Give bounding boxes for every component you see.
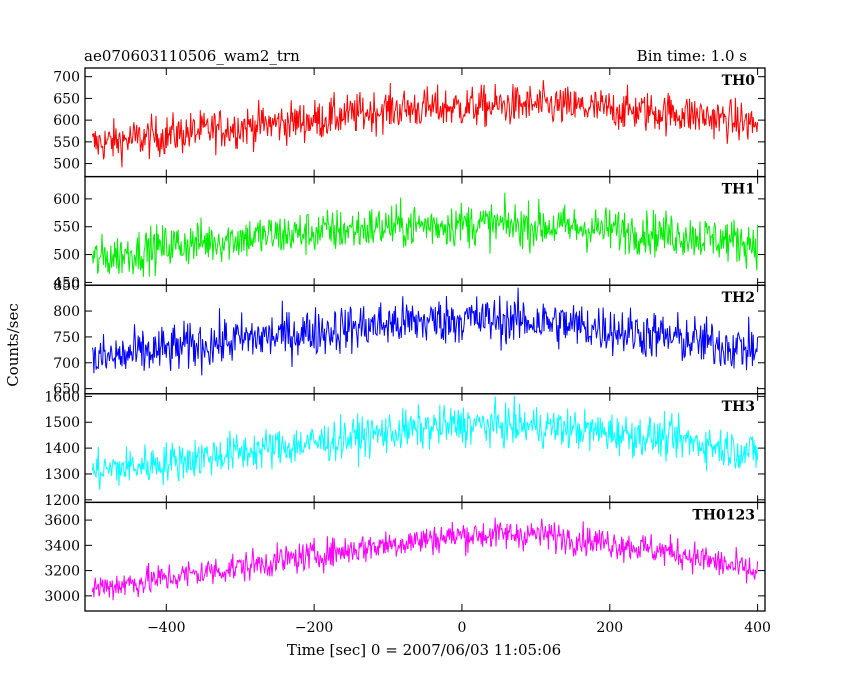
x-tick-label: 0 [457, 620, 466, 636]
x-tick-label: 200 [596, 620, 623, 636]
legend-label-th0123: TH0123 [692, 507, 755, 523]
series-line-th1 [91, 192, 759, 277]
legend-label-th2: TH2 [722, 290, 755, 306]
y-tick-label: 650 [53, 382, 80, 398]
chart-title: ae070603110506_wam2_trn [84, 47, 300, 65]
y-tick-label: 600 [53, 192, 80, 208]
series-line-th3 [91, 395, 759, 490]
y-tick-label: 1400 [44, 441, 80, 457]
y-tick-label: 700 [53, 70, 80, 86]
y-tick-label: 3000 [44, 589, 80, 605]
y-tick-label: 1200 [44, 493, 80, 509]
y-tick-label: 500 [53, 157, 80, 173]
y-tick-label: 3600 [44, 513, 80, 529]
y-tick-label: 1600 [44, 389, 80, 405]
y-tick-label: 1500 [44, 415, 80, 431]
y-tick-label: 3400 [44, 538, 80, 554]
legend-label-th3: TH3 [722, 399, 755, 415]
y-tick-label: 450 [53, 275, 80, 291]
y-axis-label: Counts/sec [4, 303, 22, 387]
legend-label-th1: TH1 [722, 182, 755, 198]
y-tick-label: 850 [53, 278, 80, 294]
y-tick-label: 800 [53, 304, 80, 320]
y-tick-label: 700 [53, 356, 80, 372]
y-tick-label: 600 [53, 113, 80, 129]
x-tick-label: −400 [147, 620, 185, 636]
bin-time-label: Bin time: 1.0 s [637, 47, 747, 65]
y-tick-label: 500 [53, 248, 80, 264]
x-tick-label: −200 [295, 620, 333, 636]
y-tick-label: 550 [53, 220, 80, 236]
x-axis-label: Time [sec] 0 = 2007/06/03 11:05:06 [287, 641, 561, 659]
y-tick-label: 550 [53, 135, 80, 151]
y-tick-label: 650 [53, 91, 80, 107]
chart-panels: 500 550 600 650 700 TH0 450 500 550 600 TH1 650 700 7… [44, 67, 771, 636]
panel-frame [84, 393, 766, 504]
y-tick-label: 750 [53, 330, 80, 346]
panel-frame [84, 501, 766, 612]
series-line-th0 [91, 80, 759, 168]
y-tick-label: 1300 [44, 467, 80, 483]
x-tick-label: 400 [744, 620, 771, 636]
legend-label-th0: TH0 [722, 73, 756, 89]
series-line-th0123 [91, 517, 759, 601]
panel-frame [84, 67, 766, 178]
series-line-th2 [91, 287, 759, 376]
y-tick-label: 3200 [44, 564, 80, 580]
